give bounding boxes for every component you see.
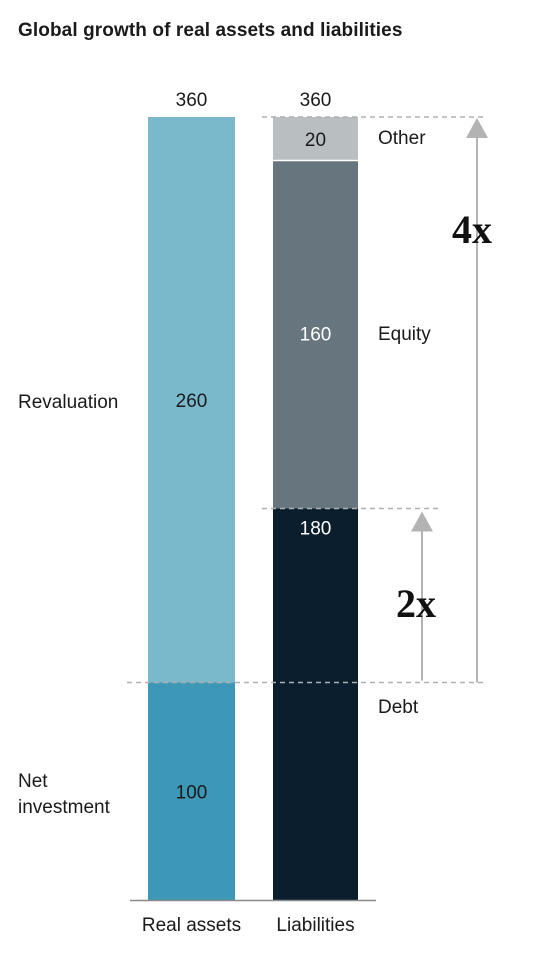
right-label-0: Other xyxy=(378,128,426,149)
data-label-3: 160 xyxy=(300,325,332,346)
data-label-0: 100 xyxy=(176,782,208,803)
data-label-4: 20 xyxy=(305,130,326,151)
annotation-4x: 4x xyxy=(452,207,492,252)
bar-segment-3 xyxy=(273,160,358,509)
chart-title: Global growth of real assets and liabili… xyxy=(18,20,403,41)
arrow-4x-arrowhead xyxy=(466,118,488,138)
right-label-1: Equity xyxy=(378,324,431,345)
total-label-0: 360 xyxy=(176,90,208,111)
bar-segment-1 xyxy=(148,117,235,683)
bar-segment-4 xyxy=(273,117,358,161)
data-label-1: 260 xyxy=(176,391,208,412)
annotation-2x: 2x xyxy=(396,581,436,626)
bar-segment-0 xyxy=(148,682,235,900)
bar-segment-2 xyxy=(273,508,358,900)
right-label-2: Debt xyxy=(378,697,419,718)
total-label-1: 360 xyxy=(300,90,332,111)
x-tick-label-0: Real assets xyxy=(142,915,241,936)
data-label-2: 180 xyxy=(300,519,332,540)
arrow-2x-arrowhead xyxy=(411,511,433,532)
left-label-1: Net investment xyxy=(18,771,111,818)
x-tick-label-1: Liabilities xyxy=(276,915,354,936)
left-label-0: Revaluation xyxy=(18,392,118,413)
